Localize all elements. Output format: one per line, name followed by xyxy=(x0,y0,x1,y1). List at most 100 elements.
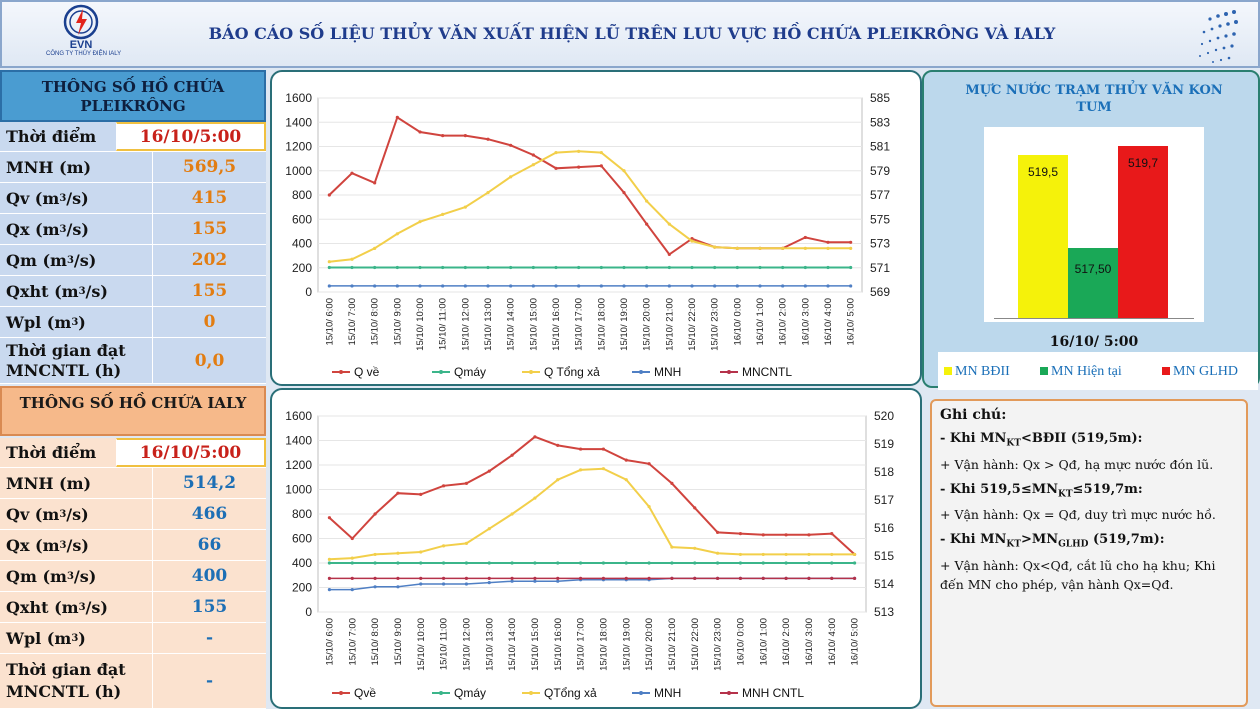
pk-value-qm: 202 xyxy=(152,245,266,275)
pk-row-time: Thời điểm 16/10/5:00 xyxy=(0,122,266,152)
y-tick-label: 600 xyxy=(292,212,312,226)
pleikrong-chart: 1600 1400 1200 1000 800 600 400 200 0 585 583 581 57… xyxy=(285,91,890,379)
series-point-4 xyxy=(738,576,743,580)
pk-label-qxht: Qxht (m 3/s) xyxy=(6,281,108,301)
series-point-1 xyxy=(781,265,785,270)
series-point-0 xyxy=(373,181,377,185)
series-line-0 xyxy=(328,435,856,556)
series-point-0 xyxy=(624,458,628,462)
series-point-3 xyxy=(487,581,491,585)
x-tick-label: 16/10/ 0:00 xyxy=(735,618,746,666)
series-point-4 xyxy=(830,576,834,580)
y2-tick-label: 575 xyxy=(870,212,890,226)
x-tick-label: 15/10/ 12:00 xyxy=(461,618,472,671)
series-point-1 xyxy=(350,265,354,270)
y-tick-label: 800 xyxy=(292,188,312,202)
series-point-0 xyxy=(577,165,581,169)
series-point-3 xyxy=(327,588,332,592)
y-tick-label: 1600 xyxy=(285,91,312,105)
series-point-0 xyxy=(803,235,807,240)
series-point-2 xyxy=(761,552,765,557)
series-point-1 xyxy=(418,265,422,270)
series-point-0 xyxy=(738,532,743,536)
series-point-2 xyxy=(327,557,332,561)
series-point-0 xyxy=(509,143,513,147)
series-point-4 xyxy=(601,576,606,580)
series-point-4 xyxy=(852,576,857,580)
y-tick-label: 1200 xyxy=(285,140,312,154)
y2-tick-label: 517 xyxy=(874,493,894,507)
series-point-0 xyxy=(601,447,606,451)
pleikrong-panel: THÔNG SỐ HỒ CHỨA PLEIKRÔNG Thời điểm 16/… xyxy=(0,70,266,384)
series-point-0 xyxy=(510,453,514,457)
series-point-3 xyxy=(781,284,785,288)
series-point-3 xyxy=(441,284,445,288)
series-point-0 xyxy=(647,462,651,466)
pk-value-wpl: 0 xyxy=(152,307,266,337)
series-point-3 xyxy=(373,585,377,589)
ia-label-qm: Qm (m 3/s) xyxy=(6,566,97,586)
x-tick-label: 16/10/ 1:00 xyxy=(758,618,769,666)
series-point-4 xyxy=(761,576,765,580)
series-point-1 xyxy=(577,265,581,270)
series-point-0 xyxy=(486,137,490,141)
series-point-2 xyxy=(647,505,651,509)
x-tick-label: 15/10/ 14:00 xyxy=(506,298,517,351)
series-point-3 xyxy=(713,284,717,288)
legend-marker-2 xyxy=(529,370,533,374)
pk-label-wpl: Wpl (m 3) xyxy=(6,312,86,332)
x-tick-label: 15/10/ 8:00 xyxy=(370,298,381,346)
series-point-1 xyxy=(486,265,490,270)
series-point-0 xyxy=(463,133,467,138)
series-line-0 xyxy=(328,115,851,256)
legend-marker-4 xyxy=(727,370,731,374)
legend-swatch-yellow xyxy=(944,367,952,375)
series-point-3 xyxy=(350,284,354,288)
legend-label-3: MNH xyxy=(654,686,681,700)
note-action-1: + Vận hành: Qx > Qđ, hạ mực nước đón lũ. xyxy=(940,456,1214,472)
series-point-3 xyxy=(509,284,513,288)
series-point-4 xyxy=(670,576,674,580)
series-point-1 xyxy=(599,265,603,270)
legend-label-3: MNH xyxy=(654,365,681,379)
series-point-4 xyxy=(807,576,811,580)
ia-row-time: Thời điểm 16/10/5:00 xyxy=(0,438,266,468)
note-action-2: + Vận hành: Qx = Qđ, duy trì mực nước hồ… xyxy=(940,507,1216,523)
x-tick-label: 15/10/ 18:00 xyxy=(598,618,609,671)
ia-label-time-mncntl: Thời gian đạt MNCNTL (h) xyxy=(6,660,126,701)
x-tick-label: 15/10/ 19:00 xyxy=(619,298,630,351)
series-point-0 xyxy=(441,133,445,138)
x-tick-label: 16/10/ 4:00 xyxy=(827,618,838,666)
series-point-3 xyxy=(667,284,671,288)
legend-label-4: MNH CNTL xyxy=(742,686,804,700)
series-point-0 xyxy=(327,193,331,197)
series-point-3 xyxy=(395,284,399,288)
pk-label-qx: Qx (m 3/s) xyxy=(6,219,89,239)
series-line-2 xyxy=(329,467,855,561)
series-point-1 xyxy=(350,561,354,565)
pk-label-time: Thời điểm xyxy=(6,127,97,146)
series-point-2 xyxy=(486,190,490,195)
kontum-title: MỰC NƯỚC TRẠM THỦY VĂN KON TUM xyxy=(965,83,1223,115)
series-point-1 xyxy=(463,265,467,270)
series-point-2 xyxy=(713,245,717,249)
x-tick-label: 15/10/ 15:00 xyxy=(530,618,541,671)
ia-value-qv: 466 xyxy=(152,499,266,529)
x-tick-label: 15/10/ 11:00 xyxy=(438,298,449,350)
pk-row-wpl: Wpl (m 3) 0 xyxy=(0,307,266,338)
y-tick-label: 400 xyxy=(292,237,312,251)
series-point-4 xyxy=(510,576,514,580)
report-header: EVN CÔNG TY THỦY ĐIỆN IALY BÁO CÁO SỐ LI… xyxy=(0,0,1260,68)
series-point-1 xyxy=(441,561,446,565)
ia-row-time-mncntl: Thời gian đạt MNCNTL (h) - xyxy=(0,654,266,709)
series-point-0 xyxy=(350,536,354,541)
series-point-2 xyxy=(852,552,857,557)
x-tick-label: 15/10/ 13:00 xyxy=(484,618,495,671)
series-point-4 xyxy=(556,576,560,580)
series-point-2 xyxy=(645,199,649,203)
series-point-1 xyxy=(419,561,423,565)
series-point-0 xyxy=(487,469,491,473)
evn-logo: EVN CÔNG TY THỦY ĐIỆN IALY xyxy=(46,4,121,66)
y-tick-label: 600 xyxy=(292,532,312,546)
series-point-0 xyxy=(327,516,332,520)
